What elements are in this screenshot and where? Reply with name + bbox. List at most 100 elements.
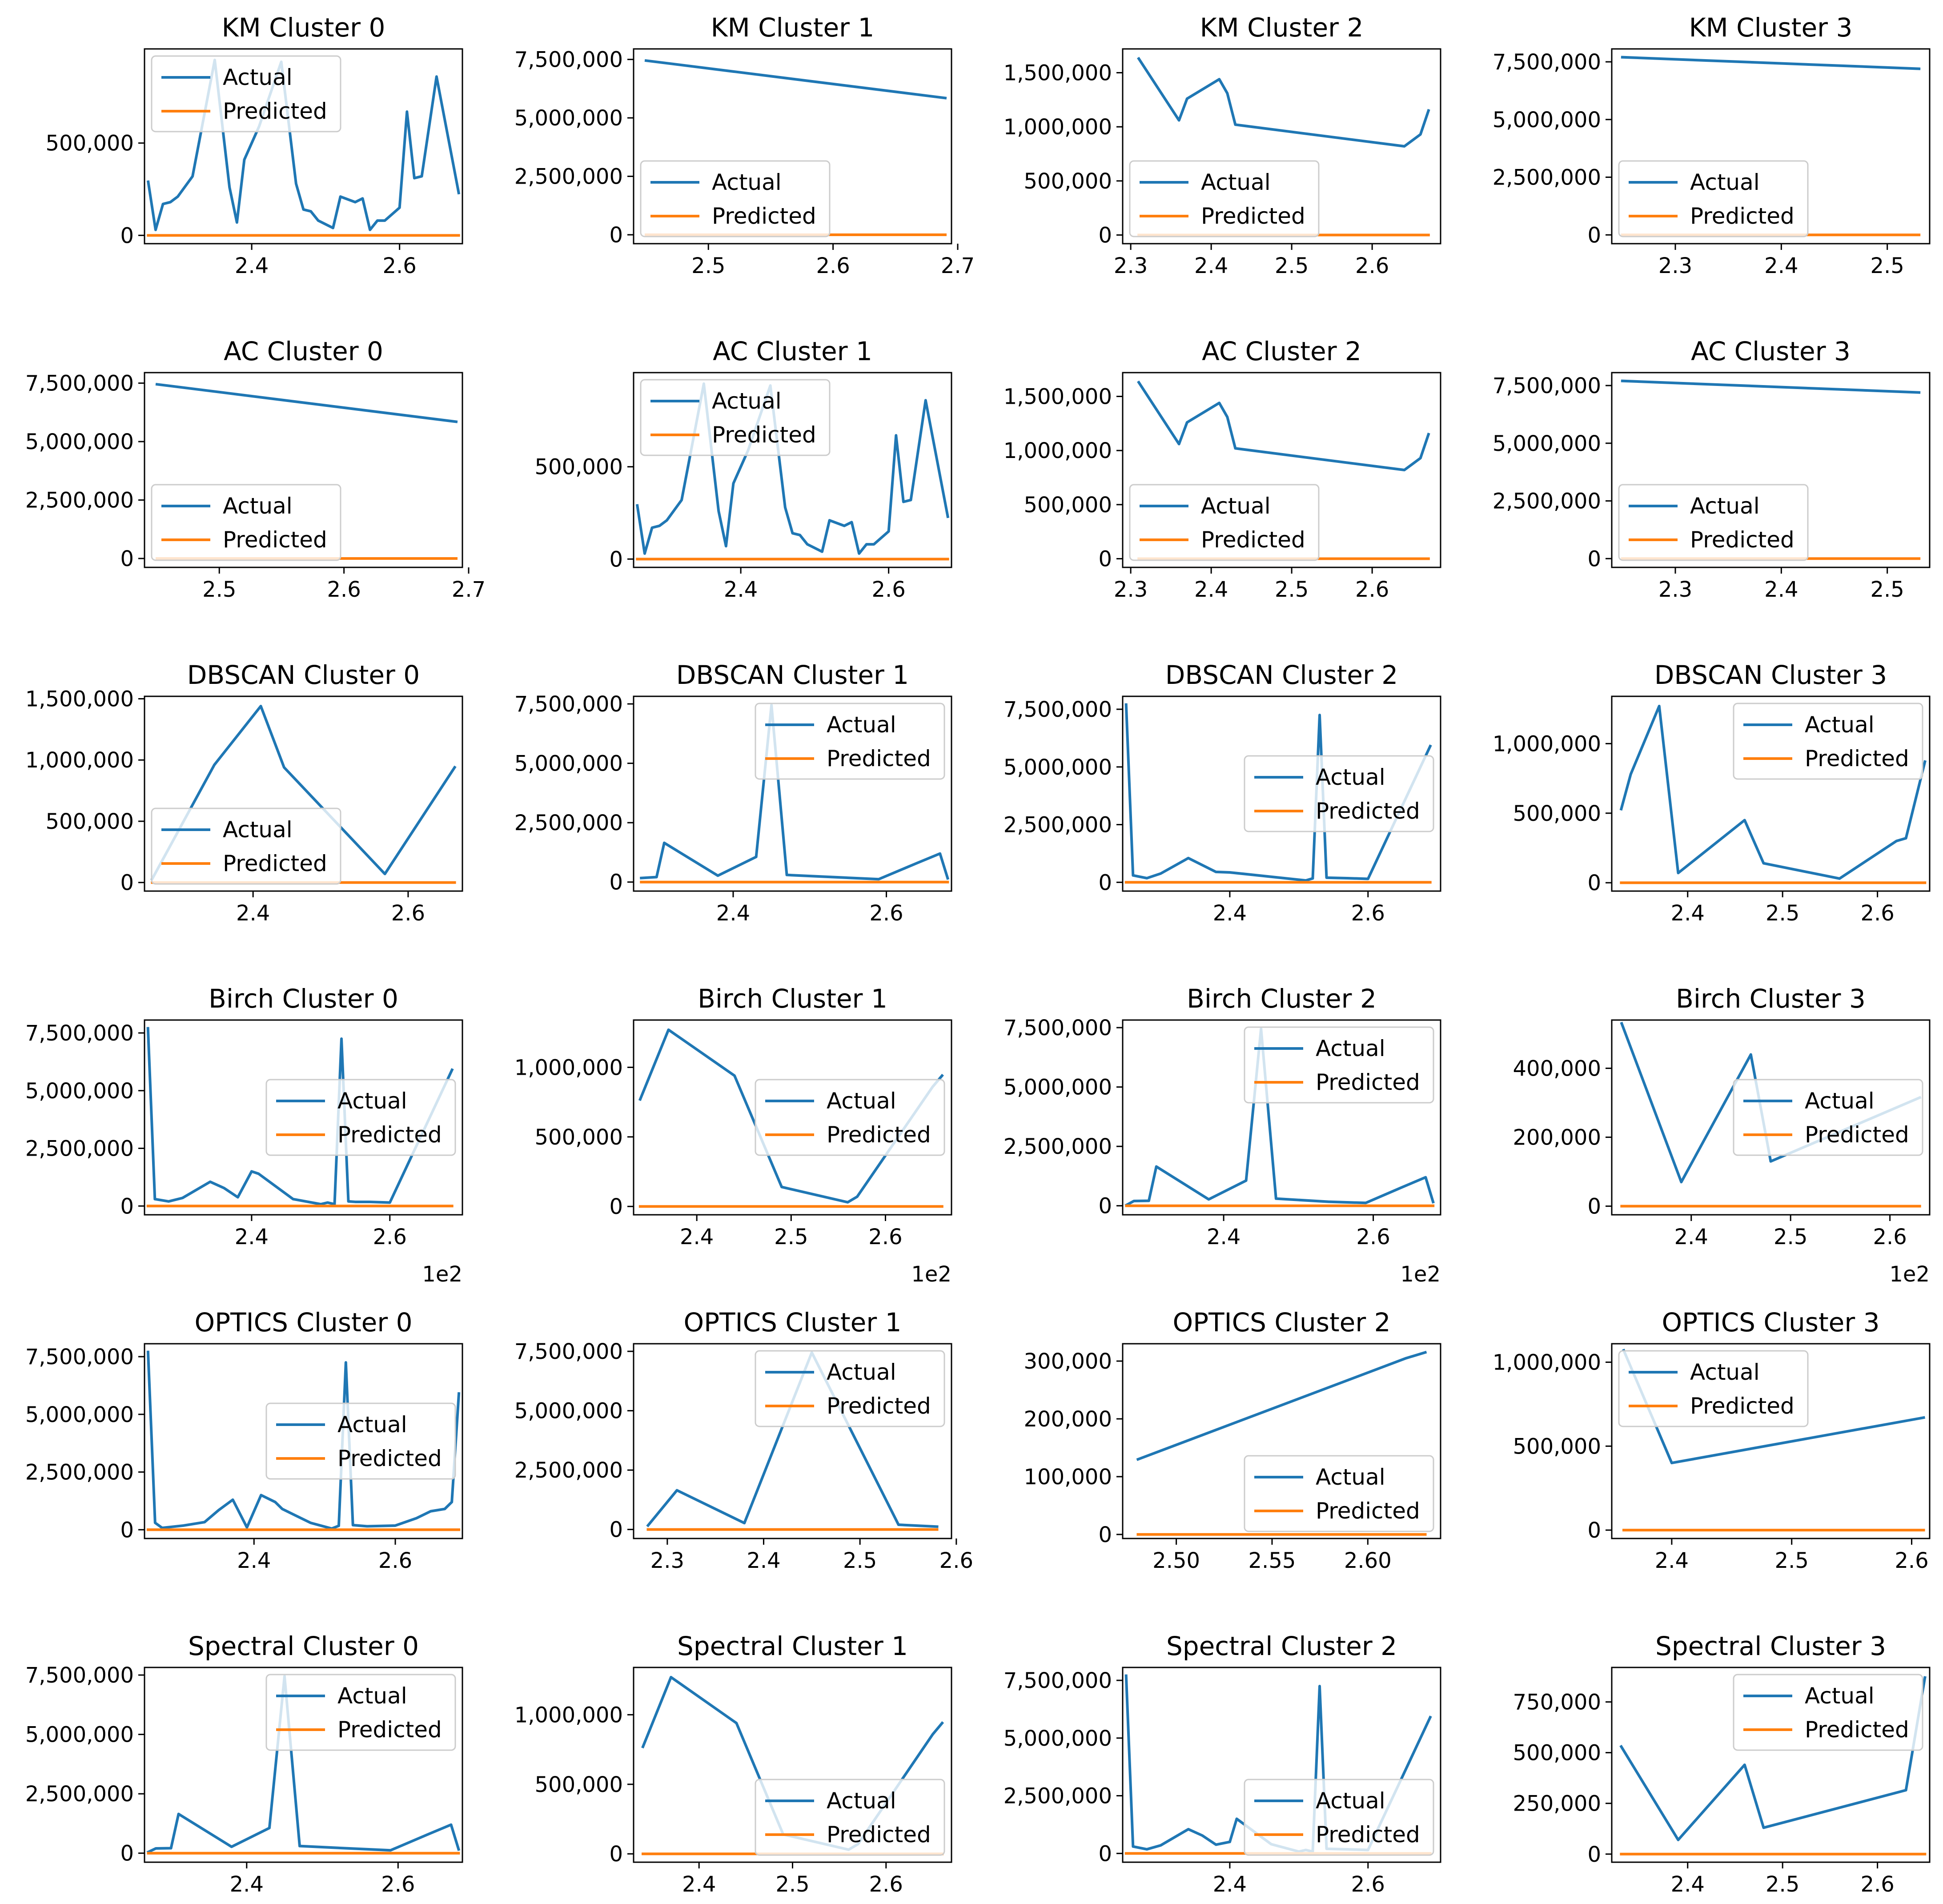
subplot-17: OPTICS Cluster 0 0 2,500,000 5,000,000 7,500… bbox=[25, 1307, 463, 1573]
y-tick-label: 500,000 bbox=[1513, 1434, 1602, 1459]
legend-label: Actual bbox=[712, 169, 782, 195]
legend-actual: Actual bbox=[1743, 712, 1875, 738]
x-tick-label: 2.5 bbox=[1766, 1872, 1799, 1897]
x-tick-label: 2.6 bbox=[391, 901, 425, 926]
x-tick-label: 2.3 bbox=[1658, 253, 1692, 278]
legend: Actual Predicted bbox=[755, 703, 945, 780]
legend-label: Predicted bbox=[1316, 798, 1420, 824]
y-tick-label: 750,000 bbox=[1513, 1690, 1602, 1715]
y-tick-label: 2,500,000 bbox=[25, 1460, 134, 1485]
plot-frame bbox=[1122, 48, 1441, 245]
y-tick-label: 0 bbox=[1587, 223, 1601, 248]
legend-actual: Actual bbox=[1629, 169, 1760, 195]
y-tick-label: 400,000 bbox=[1513, 1056, 1602, 1081]
legend-box bbox=[1618, 484, 1809, 561]
legend: Actual Predicted bbox=[1733, 1674, 1923, 1751]
y-tick-label: 500,000 bbox=[1024, 493, 1112, 518]
x-tick-label: 2.55 bbox=[1248, 1548, 1296, 1573]
x-tick-label: 2.4 bbox=[1194, 253, 1228, 278]
y-tick-label: 1,000,000 bbox=[25, 748, 134, 773]
subplot-title: DBSCAN Cluster 3 bbox=[1654, 660, 1887, 690]
legend-predicted: Predicted bbox=[765, 1393, 931, 1419]
plot-frame bbox=[633, 1019, 952, 1216]
y-tick-label: 0 bbox=[609, 870, 623, 895]
legend-predicted: Predicted bbox=[161, 98, 327, 124]
actual-line bbox=[146, 58, 461, 231]
y-tick-label: 500,000 bbox=[535, 455, 623, 480]
plot-frame bbox=[1611, 695, 1931, 892]
legend-box bbox=[1733, 1079, 1923, 1156]
legend-actual: Actual bbox=[1254, 1036, 1385, 1061]
y-tick-label: 1,000,000 bbox=[1493, 1350, 1601, 1375]
legend-label: Actual bbox=[1201, 493, 1271, 519]
y-tick-label: 5,000,000 bbox=[1493, 108, 1601, 133]
legend-label: Predicted bbox=[1316, 1822, 1420, 1848]
legend-actual: Actual bbox=[161, 817, 293, 843]
legend-actual: Actual bbox=[650, 388, 782, 414]
subplot-21: Spectral Cluster 0 0 2,500,000 5,000,000 7,5… bbox=[25, 1631, 463, 1897]
legend-label: Actual bbox=[827, 1088, 896, 1114]
legend: Actual Predicted bbox=[151, 807, 341, 885]
legend-predicted: Predicted bbox=[1140, 203, 1305, 229]
y-tick-label: 7,500,000 bbox=[514, 692, 623, 717]
y-tick-label: 1,000,000 bbox=[514, 1055, 623, 1080]
y-tick-label: 0 bbox=[1098, 870, 1112, 895]
x-tick-label: 2.4 bbox=[1671, 1872, 1705, 1897]
legend-predicted: Predicted bbox=[1254, 798, 1420, 824]
legend-predicted: Predicted bbox=[1743, 1717, 1909, 1743]
legend-actual: Actual bbox=[1743, 1683, 1875, 1709]
subplot-18: OPTICS Cluster 1 0 2,500,000 5,000,000 7,500… bbox=[514, 1307, 973, 1573]
subplot-title: KM Cluster 3 bbox=[1689, 12, 1853, 43]
y-tick-label: 0 bbox=[120, 1194, 134, 1219]
subplot-3: KM Cluster 2 0 500,000 1,000,000 1,500,000 2.… bbox=[1004, 12, 1441, 278]
y-tick-label: 2,500,000 bbox=[25, 1137, 134, 1161]
legend-actual: Actual bbox=[1254, 764, 1385, 790]
y-tick-label: 1,000,000 bbox=[1493, 731, 1601, 756]
y-tick-label: 7,500,000 bbox=[514, 48, 623, 72]
legend: Actual Predicted bbox=[1733, 1079, 1923, 1156]
legend-box bbox=[265, 1402, 456, 1480]
legend-box bbox=[1244, 1026, 1434, 1104]
legend-predicted: Predicted bbox=[276, 1122, 442, 1148]
subplot-title: Spectral Cluster 1 bbox=[677, 1631, 908, 1661]
x-tick-label: 2.4 bbox=[1674, 1225, 1708, 1249]
legend: Actual Predicted bbox=[755, 1779, 945, 1856]
legend-label: Predicted bbox=[1805, 746, 1909, 771]
x-offset-label: 1e2 bbox=[1400, 1262, 1441, 1287]
legend-actual: Actual bbox=[276, 1412, 407, 1438]
plot-frame bbox=[1122, 1667, 1441, 1863]
x-tick-label: 2.6 bbox=[869, 901, 903, 926]
legend-label: Predicted bbox=[337, 1446, 442, 1471]
legend-label: Actual bbox=[827, 1359, 896, 1385]
plot-frame bbox=[1122, 372, 1441, 568]
x-tick-label: 2.4 bbox=[236, 901, 270, 926]
plot-frame bbox=[144, 1667, 463, 1863]
actual-line bbox=[646, 1351, 939, 1528]
x-tick-label: 2.60 bbox=[1344, 1548, 1392, 1573]
legend-label: Actual bbox=[1690, 1359, 1760, 1385]
x-tick-label: 2.5 bbox=[1275, 253, 1309, 278]
y-tick-label: 0 bbox=[609, 1194, 623, 1219]
legend-box bbox=[755, 1079, 945, 1156]
legend-box bbox=[1244, 1779, 1434, 1856]
x-tick-label: 2.6 bbox=[1356, 1225, 1390, 1249]
plot-frame bbox=[144, 48, 463, 245]
legend-box bbox=[755, 1350, 945, 1427]
subplot-1: KM Cluster 0 0 500,000 2.4 2.6 Actual Predicte… bbox=[46, 12, 463, 278]
legend-actual: Actual bbox=[276, 1088, 407, 1114]
subplot-19: OPTICS Cluster 2 0 100,000 200,000 300,000 2.… bbox=[1024, 1307, 1441, 1573]
subplot-7: AC Cluster 2 0 500,000 1,000,000 1,500,000 2.… bbox=[1004, 336, 1441, 602]
legend-label: Actual bbox=[1316, 764, 1385, 790]
y-tick-label: 7,500,000 bbox=[25, 1021, 134, 1046]
subplot-22: Spectral Cluster 1 0 500,000 1,000,000 2.4 2.… bbox=[514, 1631, 952, 1897]
actual-line bbox=[1619, 1676, 1927, 1841]
legend-actual: Actual bbox=[1629, 493, 1760, 519]
x-tick-label: 2.6 bbox=[1355, 577, 1389, 602]
legend-label: Actual bbox=[337, 1412, 407, 1438]
legend-label: Actual bbox=[1316, 1464, 1385, 1490]
actual-line bbox=[1124, 703, 1432, 882]
y-tick-label: 1,500,000 bbox=[1004, 385, 1112, 410]
legend: Actual Predicted bbox=[1618, 484, 1809, 561]
legend-box bbox=[755, 703, 945, 780]
